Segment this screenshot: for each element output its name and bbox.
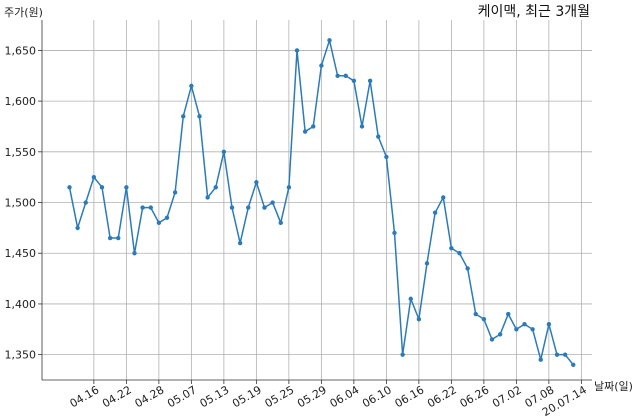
price-point [197, 114, 202, 119]
x-axis-label: 날짜(일) [594, 379, 633, 393]
price-point [554, 352, 560, 357]
price-point [562, 352, 568, 357]
price-point [221, 149, 227, 155]
y-tick-label: 1,600 [5, 95, 37, 108]
price-point [107, 235, 113, 241]
x-tick-label: 07.02 [490, 383, 524, 410]
price-point [506, 311, 511, 317]
x-tick-label: 05.19 [230, 383, 264, 410]
x-tick-label: 05.29 [295, 383, 329, 410]
price-point [116, 235, 121, 241]
y-tick-label: 1,550 [5, 146, 37, 159]
price-point [205, 195, 210, 200]
price-point [392, 230, 397, 236]
price-point [302, 129, 308, 134]
price-point [343, 73, 348, 78]
price-point [246, 205, 251, 210]
price-point [359, 124, 365, 129]
price-point [441, 195, 446, 200]
price-point [319, 63, 324, 68]
x-tick-label: 06.26 [458, 383, 492, 410]
x-tick-labels: 04.1604.2204.2805.0705.1305.1905.2505.29… [68, 380, 589, 419]
price-point [140, 205, 145, 210]
price-point [124, 185, 129, 190]
y-tick-label: 1,500 [5, 197, 37, 210]
price-points [67, 38, 576, 367]
price-point [489, 337, 495, 342]
price-point [91, 174, 97, 180]
grid-lines [42, 20, 592, 380]
price-point [538, 357, 543, 362]
x-tick-label: 04.16 [68, 383, 102, 410]
price-point [189, 83, 194, 89]
price-point [270, 200, 275, 205]
price-point [416, 316, 422, 322]
price-point [254, 180, 259, 185]
price-point [514, 327, 519, 332]
x-tick-label: 05.25 [263, 383, 297, 410]
price-point [148, 205, 153, 210]
price-point [384, 154, 389, 160]
price-point [546, 322, 552, 327]
price-point [99, 185, 105, 190]
y-tick-label: 1,400 [5, 298, 37, 311]
chart-title: 케이맥, 최근 3개월 [478, 4, 590, 20]
price-point [156, 220, 162, 226]
price-point [172, 190, 178, 195]
x-tick-label: 06.22 [425, 383, 459, 410]
price-point [181, 114, 186, 119]
price-point [449, 245, 454, 251]
price-point [457, 251, 462, 256]
price-point [376, 134, 381, 139]
price-point [497, 332, 503, 337]
price-point [237, 240, 243, 246]
price-point [571, 362, 576, 367]
price-point [164, 215, 170, 220]
y-tick-labels: 1,350 1,400 1,450 1,500 1,550 1,600 1,650 [5, 44, 42, 362]
price-point [432, 210, 438, 215]
price-point [83, 200, 88, 205]
price-point [400, 352, 405, 357]
price-point [132, 251, 137, 256]
price-point [530, 327, 535, 332]
y-tick-label: 1,350 [5, 349, 37, 362]
x-tick-label: 04.28 [133, 383, 167, 410]
price-point [286, 185, 292, 190]
price-point [262, 205, 267, 210]
price-point [424, 261, 430, 266]
price-point [367, 78, 373, 84]
price-point [473, 311, 478, 317]
y-tick-label: 1,450 [5, 247, 37, 260]
x-tick-label: 04.22 [100, 383, 134, 410]
price-point [335, 73, 340, 78]
price-point [351, 78, 357, 84]
price-point [311, 124, 316, 129]
price-point [294, 48, 300, 53]
price-point [67, 185, 72, 190]
y-tick-label: 1,650 [5, 44, 37, 57]
x-tick-label: 05.07 [165, 383, 199, 410]
price-point [229, 205, 235, 210]
price-point [75, 225, 80, 231]
y-axis-label: 주가(원) [4, 6, 43, 19]
x-tick-label: 06.04 [328, 383, 362, 410]
price-point [213, 185, 218, 190]
price-point [465, 266, 470, 271]
price-point [327, 38, 332, 43]
x-tick-label: 05.13 [198, 383, 232, 410]
x-tick-label: 06.16 [393, 383, 427, 410]
price-point [522, 322, 527, 327]
price-point [408, 296, 413, 302]
x-tick-label: 06.10 [360, 383, 394, 410]
price-point [278, 220, 283, 226]
price-point [481, 316, 487, 322]
